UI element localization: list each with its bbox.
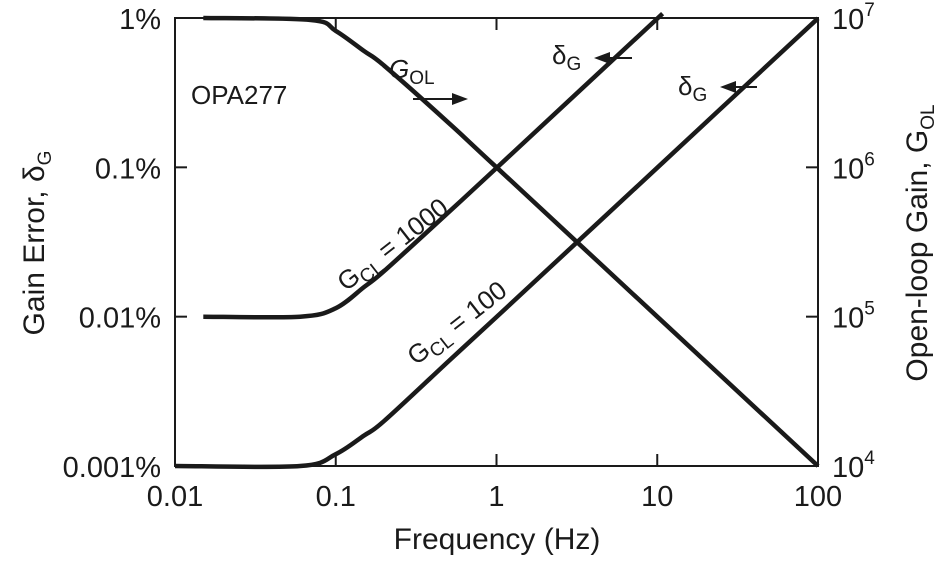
y-left-axis-title-sub: G	[35, 151, 56, 166]
annotation-gcl-100: GCL = 100	[401, 275, 515, 375]
x-axis-ticks: 0.01 0.1 1 10 100	[147, 18, 842, 513]
y-right-tick-exp: 6	[864, 149, 875, 170]
x-axis-title: Frequency (Hz)	[394, 523, 601, 556]
annotation-gcl-100-rest: = 100	[436, 275, 512, 344]
annotation-delta-g-1-main: δ	[552, 40, 566, 70]
y-left-tick-label: 0.01%	[79, 303, 161, 335]
annotation-delta-g-2-main: δ	[678, 71, 692, 101]
curve-gain-error-gcl-100	[174, 16, 820, 470]
y-left-axis-title: Gain Error, δG	[18, 151, 56, 336]
y-right-tick-label: 104	[832, 448, 875, 484]
y-right-tick-base: 10	[832, 303, 864, 335]
y-right-axis-title-sub: OL	[918, 104, 939, 129]
y-right-tick-label: 107	[832, 0, 875, 36]
arrow-left-icon	[720, 81, 757, 93]
y-right-axis-title-main: Open-loop Gain, G	[901, 130, 934, 382]
curve-gain-error-gcl-1000	[203, 11, 665, 320]
y-right-tick-label: 106	[832, 149, 875, 185]
annotation-delta-g-2: δG	[678, 71, 707, 106]
y-right-tick-base: 10	[832, 452, 864, 484]
annotation-gcl-1000: GCL = 1000	[331, 192, 457, 301]
y-left-tick-label: 0.001%	[63, 452, 161, 484]
arrow-left-icon	[594, 52, 632, 64]
y-left-axis-ticks: 0.001% 0.01% 0.1% 1%	[63, 4, 187, 484]
annotation-gol-sub: OL	[409, 68, 434, 89]
y-left-tick-label: 0.1%	[95, 153, 161, 185]
y-left-tick-label: 1%	[119, 4, 161, 36]
x-tick-label: 100	[794, 481, 842, 513]
y-right-tick-label: 105	[832, 299, 875, 335]
x-tick-label: 0.1	[316, 481, 356, 513]
device-label: OPA277	[191, 80, 287, 110]
y-right-tick-base: 10	[832, 4, 864, 36]
annotation-delta-g-2-sub: G	[692, 85, 707, 106]
y-left-axis-title-main: Gain Error, δ	[18, 165, 51, 335]
annotation-gcl-1000-rest: = 1000	[366, 192, 453, 270]
x-tick-label: 10	[641, 481, 673, 513]
y-right-axis-title: Open-loop Gain, GOL	[901, 104, 939, 381]
y-right-tick-exp: 7	[864, 0, 875, 21]
annotation-delta-g-1-sub: G	[566, 54, 581, 75]
y-right-tick-exp: 5	[864, 299, 875, 320]
annotation-delta-g-1: δG	[552, 40, 581, 75]
annotation-gol: GOL	[389, 54, 435, 89]
annotation-gol-main: G	[389, 54, 409, 84]
y-right-tick-exp: 4	[864, 448, 875, 469]
x-tick-label: 0.01	[147, 481, 203, 513]
arrow-right-icon	[413, 93, 468, 105]
y-right-tick-base: 10	[832, 153, 864, 185]
x-tick-label: 1	[488, 481, 504, 513]
